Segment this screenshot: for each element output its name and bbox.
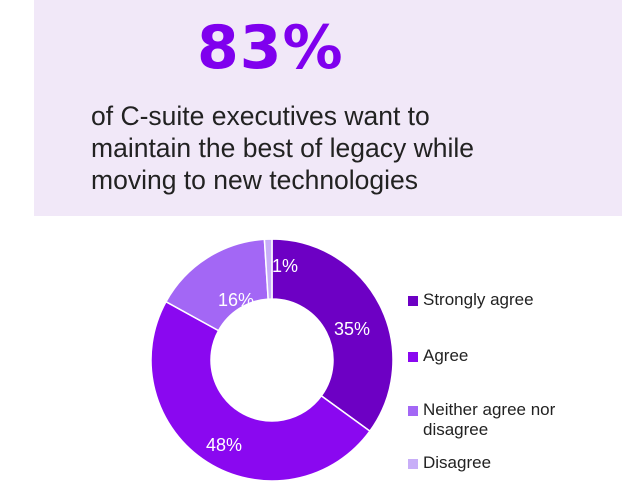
slice-value-label: 16% xyxy=(218,290,254,310)
donut-slice-strongly-agree xyxy=(271,238,394,433)
donut-slice-agree xyxy=(150,300,371,482)
legend-item-agree: Agree xyxy=(408,346,598,366)
legend-swatch xyxy=(408,459,418,469)
slice-value-label: 48% xyxy=(206,435,242,455)
legend-label: Disagree xyxy=(423,453,492,472)
headline-line: moving to new technologies xyxy=(91,165,419,195)
headline-stat: 83% xyxy=(197,13,344,83)
legend-label: Strongly agree xyxy=(423,290,534,309)
slice-value-label: 35% xyxy=(334,319,370,339)
headline-text: of C-suite executives want to maintain t… xyxy=(91,100,591,196)
headline-line: maintain the best of legacy while xyxy=(91,133,474,163)
legend-label: Neither agree nor disagree xyxy=(423,400,556,439)
donut-slice-disagree xyxy=(263,238,273,300)
legend-swatch xyxy=(408,296,418,306)
legend-swatch xyxy=(408,352,418,362)
legend-swatch xyxy=(408,406,418,416)
legend-item-strongly-agree: Strongly agree xyxy=(408,290,598,310)
hero-panel xyxy=(34,0,622,216)
legend-item-disagree: Disagree xyxy=(408,453,598,473)
headline-line: of C-suite executives want to xyxy=(91,101,430,131)
legend-label: Agree xyxy=(423,346,469,365)
slice-value-label: 1% xyxy=(272,256,298,276)
legend-item-neither: Neither agree nor disagree xyxy=(408,400,598,440)
